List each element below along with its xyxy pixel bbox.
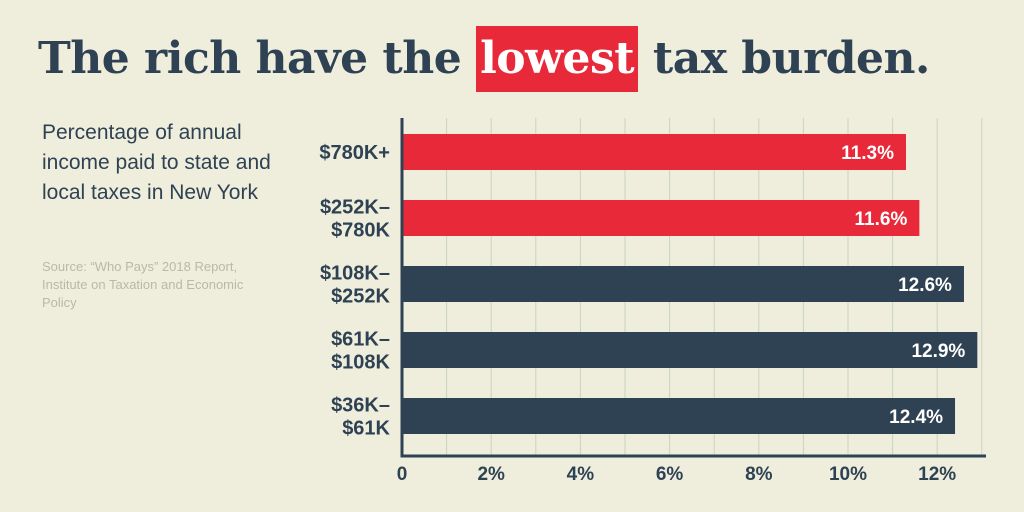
bar [402,266,964,302]
category-label-line: $108K [331,352,390,374]
x-tick-label: 10% [829,464,867,485]
category-label-line: $780K [331,220,390,242]
category-label: $108K– $252K [320,263,391,308]
category-label-line: $61K [342,418,390,440]
category-label: $780K+ [319,142,390,164]
category-label-line: $61K– [331,329,390,351]
category-label-line: $252K [331,286,390,308]
x-tick-label: 2% [477,464,505,485]
category-label: $36K– $61K [331,395,390,440]
bar [402,332,978,368]
x-tick-label: 12% [918,464,956,485]
x-tick-label: 8% [745,464,773,485]
bar [402,200,920,236]
bar-value-label: 11.6% [855,209,908,230]
bar-value-label: 12.9% [911,341,965,362]
category-label-line: $108K– [320,263,390,285]
category-label-line: $780K+ [319,142,390,164]
category-label: $61K– $108K [331,329,390,374]
category-label-line: $36K– [331,395,390,417]
bar-value-label: 12.4% [889,407,943,428]
title-after: tax burden. [652,33,930,84]
bar-value-label: 12.6% [898,275,952,296]
category-label: $252K– $780K [320,197,391,242]
page-title: The rich have the lowest tax burden. [38,26,930,92]
x-tick-label: 0 [397,464,408,485]
x-tick-label: 4% [567,464,595,485]
title-highlight: lowest [476,26,639,92]
title-before: The rich have the [38,33,462,84]
x-tick-label: 6% [656,464,684,485]
category-label-line: $252K– [320,197,390,219]
source-note: Source: “Who Pays” 2018 Report, Institut… [42,259,244,310]
bar [402,134,906,170]
bar-value-label: 11.3% [841,143,894,164]
bar [402,398,956,434]
chart-subtitle: Percentage of annual income paid to stat… [42,121,271,204]
